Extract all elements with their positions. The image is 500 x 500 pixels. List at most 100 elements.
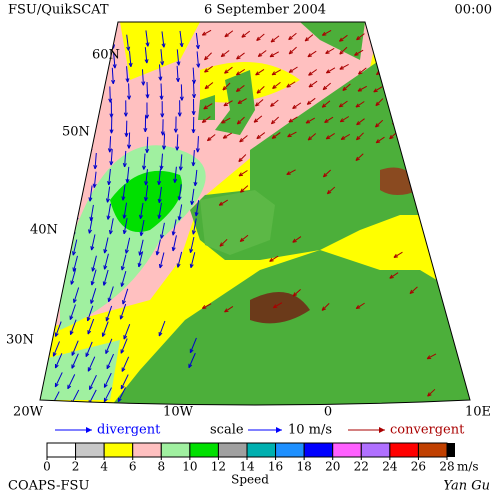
- lon-label: 10E: [465, 405, 491, 420]
- wind-vector-head: [87, 330, 92, 335]
- wind-vector-head: [178, 166, 183, 171]
- wind-vector-head: [286, 83, 291, 88]
- colorbar: 0 2 4 6 8 10 12 14 16 18 20 22 24 26 28 m/s: [43, 442, 479, 474]
- wind-vector: [222, 132, 233, 139]
- wind-vector: [177, 251, 183, 268]
- wind-vector: [406, 65, 415, 73]
- wind-vector-head: [40, 216, 42, 221]
- wind-vector: [444, 220, 454, 226]
- wind-vector: [375, 119, 384, 128]
- wind-vector: [389, 272, 399, 279]
- wind-vector: [158, 64, 162, 81]
- wind-vector: [292, 236, 302, 243]
- wind-vector-head: [443, 221, 449, 226]
- wind-vector: [356, 118, 365, 126]
- wind-vector-head: [224, 69, 229, 74]
- wind-vector-head: [35, 348, 38, 352]
- colorbar-tick-label: 6: [129, 460, 137, 474]
- wind-vector-head: [357, 87, 363, 92]
- wind-vector-head: [190, 200, 195, 205]
- wind-vector: [40, 336, 42, 352]
- wind-vector: [93, 171, 97, 188]
- wind-vector-head: [42, 131, 47, 136]
- wind-vector: [139, 202, 144, 219]
- wind-vector-head: [440, 49, 445, 54]
- wind-vector-head: [339, 65, 344, 70]
- wind-vector: [238, 154, 247, 162]
- wind-vector-head: [171, 246, 176, 252]
- wind-vector: [55, 268, 62, 284]
- wind-vector: [326, 67, 336, 74]
- colorbar-tick-label: 16: [268, 460, 283, 474]
- wind-vector-head: [60, 59, 65, 64]
- wind-vector-head: [123, 335, 128, 340]
- wind-vector: [74, 84, 77, 101]
- wind-vector-head: [158, 331, 163, 337]
- wind-vector: [92, 69, 95, 86]
- wind-vector: [339, 34, 348, 42]
- wind-vector-head: [161, 145, 167, 150]
- wind-vector: [160, 49, 163, 66]
- wind-vector-head: [321, 31, 327, 36]
- wind-vector: [40, 236, 42, 253]
- wind-vector-head: [235, 87, 241, 92]
- wind-vector: [442, 32, 451, 40]
- wind-vector: [203, 103, 213, 110]
- wind-vector: [236, 52, 245, 60]
- wind-vector: [111, 67, 114, 84]
- wind-vector: [103, 269, 109, 286]
- colorbar-box: [75, 442, 105, 458]
- wind-vector: [255, 69, 265, 76]
- wind-vector-head: [55, 196, 60, 201]
- wind-vector-head: [257, 52, 263, 58]
- wind-vector-head: [358, 70, 363, 75]
- wind-vector-head: [121, 367, 126, 372]
- wind-vector: [204, 52, 212, 61]
- wind-vector: [73, 255, 78, 272]
- wind-vector-head: [338, 103, 344, 108]
- wind-vector-head: [459, 274, 464, 279]
- wind-vector: [270, 35, 280, 43]
- colorbar-tick-label: 28: [439, 460, 454, 474]
- wind-vector-head: [122, 300, 126, 305]
- wind-vector-head: [427, 392, 432, 397]
- wind-vector-head: [175, 146, 180, 151]
- wind-vector-head: [108, 98, 113, 103]
- wind-vector: [305, 117, 316, 124]
- wind-vector: [94, 152, 97, 169]
- wind-vector-head: [426, 117, 432, 123]
- wind-vector-head: [405, 34, 410, 39]
- header-right: 00:00: [455, 3, 492, 18]
- colorbar-box: [217, 442, 248, 458]
- wind-vector: [172, 219, 177, 236]
- wind-vector: [158, 320, 166, 337]
- wind-vector: [197, 136, 199, 153]
- wind-vector: [459, 272, 469, 279]
- wind-vector: [176, 65, 179, 82]
- wind-vector: [57, 222, 62, 239]
- wind-vector-head: [235, 71, 241, 76]
- wind-vector: [236, 116, 245, 125]
- wind-vector-head: [76, 162, 81, 168]
- wind-vector-head: [269, 53, 275, 58]
- wind-vector-head: [238, 172, 244, 177]
- wind-vector-head: [286, 171, 291, 176]
- wind-vector-head: [155, 251, 160, 256]
- wind-vector-head: [77, 113, 82, 118]
- wind-vector-head: [342, 86, 347, 91]
- wind-vector-head: [145, 114, 150, 119]
- wind-vector: [202, 116, 211, 123]
- wind-vector-head: [443, 135, 449, 140]
- wind-vector-head: [458, 117, 463, 122]
- wind-vector-head: [422, 135, 427, 140]
- wind-vector: [460, 65, 469, 74]
- wind-vector: [72, 183, 76, 200]
- wind-vector-head: [444, 67, 449, 73]
- wind-vector: [102, 321, 109, 337]
- wind-vector: [461, 32, 470, 40]
- wind-vector: [57, 200, 61, 217]
- wind-vector: [55, 134, 58, 151]
- wind-vector-head: [86, 316, 91, 322]
- wind-vector-head: [103, 383, 108, 388]
- wind-vector-head: [191, 110, 196, 116]
